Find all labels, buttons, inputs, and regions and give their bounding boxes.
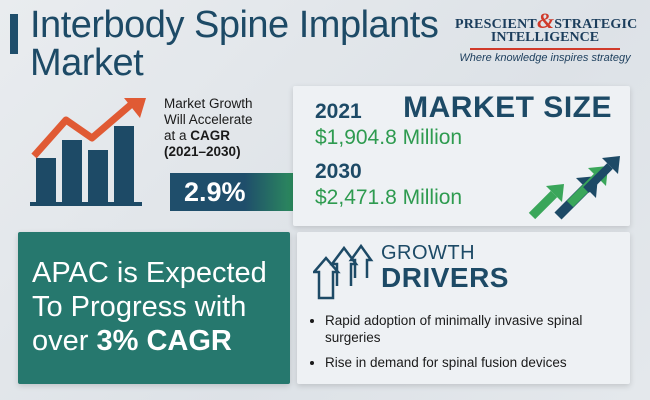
- page-title-line2: Market: [30, 42, 144, 84]
- brand-divider: [470, 48, 620, 50]
- cagr-text-prefix: at a: [164, 128, 191, 143]
- apac-cagr-value: 3% CAGR: [96, 325, 232, 357]
- growth-drivers-list: Rapid adoption of minimally invasive spi…: [307, 312, 635, 379]
- market-size-panel: MARKET SIZE 2021 $1,904.8 Million 2030 $…: [293, 86, 630, 226]
- cagr-text-line3: at a CAGR: [164, 128, 253, 144]
- growth-arrows-icon: [528, 156, 620, 220]
- upward-arrows-icon: [313, 243, 374, 300]
- growth-drivers-title-line2: DRIVERS: [381, 262, 509, 293]
- bar-chart-growth-icon: [30, 98, 146, 206]
- cagr-text-line2: Will Accelerate: [164, 112, 253, 127]
- market-value-2021: $1,904.8 Million: [315, 126, 463, 149]
- growth-drivers-title-line1: GROWTH: [381, 242, 476, 264]
- market-size-title: MARKET SIZE: [403, 91, 612, 124]
- growth-drivers-panel: GROWTH DRIVERS Rapid adoption of minimal…: [297, 232, 630, 384]
- brand-word-strategic: STRATEGIC: [554, 17, 638, 32]
- cagr-period: (2021–2030): [164, 144, 241, 159]
- apac-line1: APAC is Expected: [32, 257, 267, 289]
- apac-statement: APAC is Expected To Progress with over 3…: [32, 256, 267, 358]
- page-title-line1: Interbody Spine Implants: [30, 4, 439, 46]
- market-year-2030: 2030: [315, 160, 362, 183]
- title-accent-bar: [10, 14, 18, 54]
- market-value-2030: $2,471.8 Million: [315, 186, 463, 209]
- cagr-text-line1: Market Growth: [164, 96, 253, 111]
- cagr-description: Market Growth Will Accelerate at a CAGR …: [164, 96, 253, 160]
- cagr-panel: Market Growth Will Accelerate at a CAGR …: [20, 88, 306, 218]
- market-year-2021: 2021: [315, 100, 362, 123]
- apac-panel: APAC is Expected To Progress with over 3…: [18, 232, 290, 384]
- page-title: Interbody Spine Implants Market: [30, 4, 439, 84]
- list-item: Rise in demand for spinal fusion devices: [325, 354, 635, 371]
- brand-logo-line1: PRESCIENT&STRATEGIC: [455, 8, 638, 34]
- list-item: Rapid adoption of minimally invasive spi…: [325, 312, 635, 346]
- cagr-value-badge: 2.9%: [170, 173, 306, 211]
- brand-ampersand: &: [536, 8, 555, 33]
- cagr-text-bold: CAGR: [190, 128, 231, 143]
- brand-word-prescient: PRESCIENT: [455, 17, 537, 32]
- brand-logo-line2: INTELLIGENCE: [490, 30, 600, 45]
- apac-line3-prefix: over: [32, 325, 97, 357]
- apac-line2: To Progress with: [32, 291, 247, 323]
- brand-logo: PRESCIENT&STRATEGIC INTELLIGENCE Where k…: [455, 8, 638, 64]
- apac-line3: over 3% CAGR: [32, 324, 267, 358]
- brand-tagline: Where knowledge inspires strategy: [459, 52, 631, 64]
